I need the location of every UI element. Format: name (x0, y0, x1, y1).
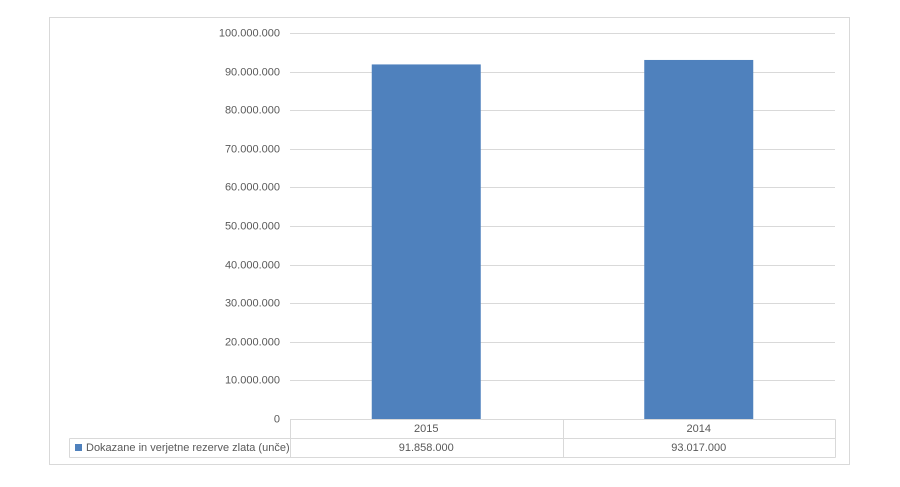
y-tick-label: 60.000.000 (225, 181, 280, 193)
x-tick-label: 2015 (414, 423, 438, 435)
y-tick-label: 0 (274, 413, 280, 425)
data-table-value: 91.858.000 (399, 442, 454, 454)
y-tick-label: 70.000.000 (225, 143, 280, 155)
y-tick-label: 20.000.000 (225, 336, 280, 348)
y-tick-label: 80.000.000 (225, 104, 280, 116)
y-tick-label: 100.000.000 (219, 27, 280, 39)
legend-label: Dokazane in verjetne rezerve zlata (unče… (86, 442, 290, 454)
data-table-value: 93.017.000 (671, 442, 726, 454)
legend-key (75, 444, 82, 451)
bar (644, 59, 754, 420)
y-tick-label: 10.000.000 (225, 374, 280, 386)
y-tick-label: 50.000.000 (225, 220, 280, 232)
bar (371, 64, 481, 419)
y-tick-label: 90.000.000 (225, 66, 280, 78)
y-tick-label: 30.000.000 (225, 297, 280, 309)
y-tick-label: 40.000.000 (225, 259, 280, 271)
x-tick-label: 2014 (687, 423, 711, 435)
